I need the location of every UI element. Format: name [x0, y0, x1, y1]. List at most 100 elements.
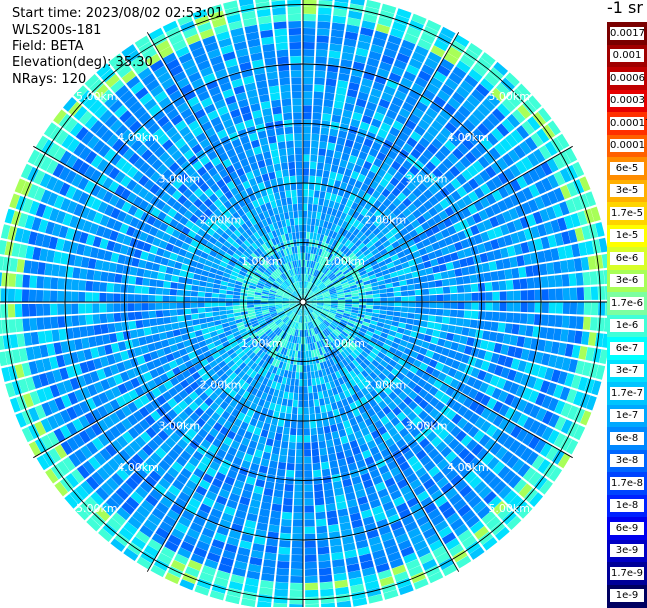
- range-gate-cell: [337, 137, 346, 145]
- range-gate-cell: [226, 299, 233, 302]
- range-gate-cell: [295, 471, 303, 478]
- range-gate-cell: [22, 289, 29, 302]
- range-gate-cell: [548, 315, 556, 327]
- range-gate-cell: [233, 302, 240, 305]
- range-gate-cell: [174, 336, 182, 344]
- range-gate-cell: [563, 302, 570, 314]
- range-gate-cell: [417, 263, 425, 270]
- range-gate-cell: [499, 312, 506, 322]
- range-gate-cell: [163, 310, 170, 317]
- range-gate-cell: [0, 288, 1, 302]
- range-gate-cell: [0, 304, 1, 318]
- range-gate-cell: [332, 431, 340, 439]
- range-gate-cell: [283, 427, 290, 435]
- range-gate-cell: [332, 15, 346, 23]
- range-gate-cell: [87, 326, 95, 336]
- range-gate-cell: [305, 541, 316, 548]
- range-gate-cell: [317, 385, 322, 392]
- range-gate-cell: [115, 322, 123, 331]
- range-gate-cell: [332, 115, 341, 123]
- range-gate-cell: [429, 302, 436, 308]
- range-gate-cell: [205, 287, 212, 292]
- range-gate-cell: [113, 303, 120, 312]
- range-gate-cell: [15, 304, 22, 317]
- range-gate-cell: [297, 421, 303, 428]
- range-gate-cell: [15, 289, 22, 302]
- range-gate-cell: [268, 467, 277, 475]
- range-gate-cell: [435, 280, 443, 287]
- range-gate-cell: [331, 402, 338, 410]
- range-gate-cell: [311, 428, 317, 435]
- range-gate-cell: [446, 333, 454, 341]
- range-gate-cell: [418, 269, 426, 276]
- range-gate-cell: [145, 261, 153, 269]
- range-gate-cell: [373, 294, 380, 298]
- range-gate-cell: [290, 590, 303, 597]
- range-gate-cell: [590, 317, 598, 331]
- range-gate-cell: [8, 304, 15, 317]
- range-gate-cell: [212, 288, 219, 293]
- range-gate-cell: [116, 264, 124, 273]
- range-gate-cell: [329, 172, 336, 180]
- range-gate-cell: [525, 266, 533, 277]
- range-gate-cell: [57, 304, 64, 315]
- range-gate-cell: [142, 286, 149, 294]
- range-gate-cell: [287, 399, 292, 406]
- range-gate-cell: [51, 317, 59, 329]
- range-gate-cell: [339, 429, 347, 437]
- range-gate-cell: [212, 293, 219, 297]
- range-gate-cell: [310, 421, 316, 428]
- range-gate-cell: [502, 258, 510, 268]
- range-gate-cell: [597, 270, 605, 284]
- range-gate-cell: [315, 371, 320, 378]
- range-gate-cell: [497, 270, 505, 280]
- range-gate-cell: [597, 317, 605, 331]
- range-gate-cell: [500, 291, 507, 300]
- range-gate-cell: [290, 378, 294, 385]
- range-gate-cell: [290, 576, 303, 583]
- range-gate-cell: [191, 291, 198, 296]
- range-gate-cell: [492, 281, 500, 290]
- range-gate-cell: [334, 580, 348, 588]
- range-gate-cell: [109, 263, 117, 273]
- range-gate-cell: [276, 426, 283, 434]
- range-gate-cell: [472, 302, 479, 310]
- range-gate-cell: [528, 290, 535, 300]
- range-gate-cell: [275, 433, 282, 441]
- range-gate-cell: [338, 298, 345, 300]
- range-gate-cell: [289, 442, 296, 449]
- range-gate-cell: [149, 311, 156, 318]
- range-gate-cell: [464, 310, 471, 318]
- range-gate-cell: [233, 299, 240, 302]
- range-gate-cell: [314, 484, 323, 491]
- range-gate-cell: [304, 492, 313, 499]
- range-gate-cell: [227, 314, 234, 319]
- range-gate-cell: [233, 292, 240, 296]
- range-gate-cell: [156, 318, 164, 325]
- range-gate-cell: [295, 372, 299, 379]
- range-gate-cell: [393, 312, 400, 317]
- range-gate-cell: [303, 14, 316, 21]
- range-gate-cell: [288, 371, 292, 378]
- range-gate-cell: [394, 302, 401, 306]
- range-gate-cell: [79, 280, 87, 290]
- range-gate-cell: [305, 569, 317, 576]
- range-gate-cell: [315, 176, 321, 183]
- range-gate-cell: [429, 309, 436, 315]
- range-gate-cell: [304, 407, 309, 414]
- range-gate-cell: [562, 316, 570, 328]
- range-gate-cell: [584, 287, 591, 300]
- range-gate-cell: [439, 264, 447, 272]
- range-gate-cell: [295, 478, 303, 485]
- range-gate-cell: [352, 305, 359, 308]
- range-gate-cell: [312, 456, 320, 463]
- range-gate-cell: [114, 274, 122, 283]
- range-gate-cell: [386, 315, 393, 320]
- range-gate-cell: [304, 421, 310, 428]
- range-gate-cell: [304, 449, 311, 456]
- range-gate-cell: [152, 263, 160, 271]
- range-gate-cell: [43, 317, 51, 329]
- range-gate-cell: [291, 555, 303, 562]
- range-gate-cell: [491, 322, 499, 331]
- range-gate-cell: [59, 329, 67, 341]
